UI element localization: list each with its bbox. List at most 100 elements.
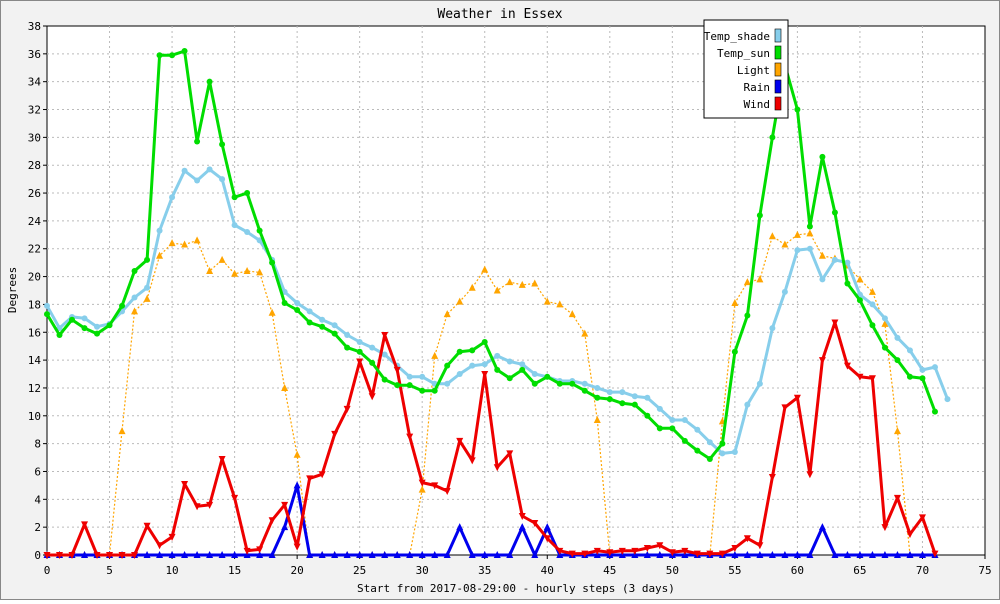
temp-sun-point (106, 322, 113, 329)
light-point (256, 268, 264, 276)
legend-label-rain: Rain (744, 81, 771, 94)
temp-sun-point (319, 323, 326, 330)
light-point (281, 383, 289, 391)
rain-point (656, 551, 664, 558)
wind-point (281, 501, 289, 509)
temp-sun-point (919, 375, 926, 382)
temp-sun-point (744, 312, 751, 319)
temp-sun-point (244, 190, 251, 197)
wind-point (706, 550, 714, 558)
wind-point (293, 543, 301, 551)
light-point (293, 450, 301, 458)
legend-items: Temp_shade Temp_sun Light Rain Wind (704, 28, 782, 111)
temp-sun-point (769, 134, 776, 141)
wind-point (206, 501, 214, 509)
rain-point (531, 551, 539, 558)
temp-sun-point (444, 362, 451, 369)
temp-shade-point (794, 247, 801, 254)
rain-point (181, 551, 189, 558)
wind-point (368, 393, 376, 401)
y-tick-label: 8 (34, 438, 41, 451)
temp-sun-point (819, 153, 826, 160)
light-point (268, 308, 276, 316)
wind-point (43, 552, 51, 559)
temp-shade-point (769, 325, 776, 332)
wind-point (606, 549, 614, 557)
x-tick-label: 60 (791, 564, 804, 577)
rain-point (756, 551, 764, 558)
temp-shade-point (419, 373, 426, 380)
x-tick-label: 45 (603, 564, 616, 577)
y-tick-label: 28 (28, 159, 41, 172)
temp-shade-point (819, 276, 826, 283)
wind-point (531, 519, 539, 527)
light-point (568, 310, 576, 318)
temp-shade-point (594, 384, 601, 391)
wind-point (168, 533, 176, 541)
rain-point (318, 551, 326, 558)
wind-point (418, 479, 426, 487)
temp-shade-point (244, 229, 251, 236)
light-point (193, 236, 201, 244)
rain-point (443, 551, 451, 558)
rain-point (856, 551, 864, 558)
temp-sun-point (69, 316, 76, 323)
light-point (243, 267, 251, 275)
wind-point (443, 487, 451, 495)
wind-point (406, 433, 414, 441)
light-point (493, 286, 501, 294)
wind-point (218, 455, 226, 463)
rain-point (143, 551, 151, 558)
light-point (543, 297, 551, 305)
chart-title: Weather in Essex (437, 7, 562, 22)
wind-point (593, 547, 601, 555)
temp-shade-point (456, 371, 463, 378)
rain-point (906, 551, 914, 558)
rain-point (831, 551, 839, 558)
wind-point (481, 371, 489, 379)
temp-sun-point (931, 408, 938, 415)
rain-point (493, 551, 501, 558)
legend-swatch-rain (774, 79, 782, 94)
temp-shade-point (469, 362, 476, 369)
wind-point (793, 394, 801, 402)
temp-sun-point (94, 330, 101, 337)
series-layer (43, 48, 951, 559)
temp-sun-point (694, 447, 701, 454)
light-point (168, 239, 176, 247)
temp-sun-point (219, 141, 226, 148)
temp-shade-point (706, 439, 713, 446)
temp-sun-point (606, 396, 613, 403)
wind-point (93, 552, 101, 559)
wind-point (331, 430, 339, 438)
wind-point (581, 550, 589, 558)
temp-sun-point (906, 373, 913, 380)
wind-point (818, 357, 826, 365)
wind-point (156, 542, 164, 550)
x-tick-label: 70 (916, 564, 929, 577)
rain-point (893, 551, 901, 558)
y-tick-label: 10 (28, 410, 41, 423)
y-tick-label: 24 (28, 215, 42, 228)
y-tick-label: 26 (28, 187, 41, 200)
temp-shade-point (131, 294, 138, 301)
wind-point (806, 471, 814, 479)
temp-sun-point (456, 348, 463, 355)
wind-point (143, 522, 151, 530)
grid-lines (47, 26, 985, 555)
wind-point (81, 521, 89, 529)
series-wind (43, 319, 939, 559)
wind-point (106, 552, 114, 559)
temp-shade-point (531, 371, 538, 378)
light-line (47, 232, 935, 556)
temp-shade-point (694, 426, 701, 433)
temp-shade-point (494, 352, 501, 359)
wind-point (768, 474, 776, 482)
temp-shade-point (481, 361, 488, 368)
light-point (118, 427, 126, 435)
temp-sun-point (306, 319, 313, 326)
temp-shade-point (369, 344, 376, 351)
light-point (768, 232, 776, 240)
wind-point (756, 542, 764, 550)
rain-point (518, 523, 526, 531)
